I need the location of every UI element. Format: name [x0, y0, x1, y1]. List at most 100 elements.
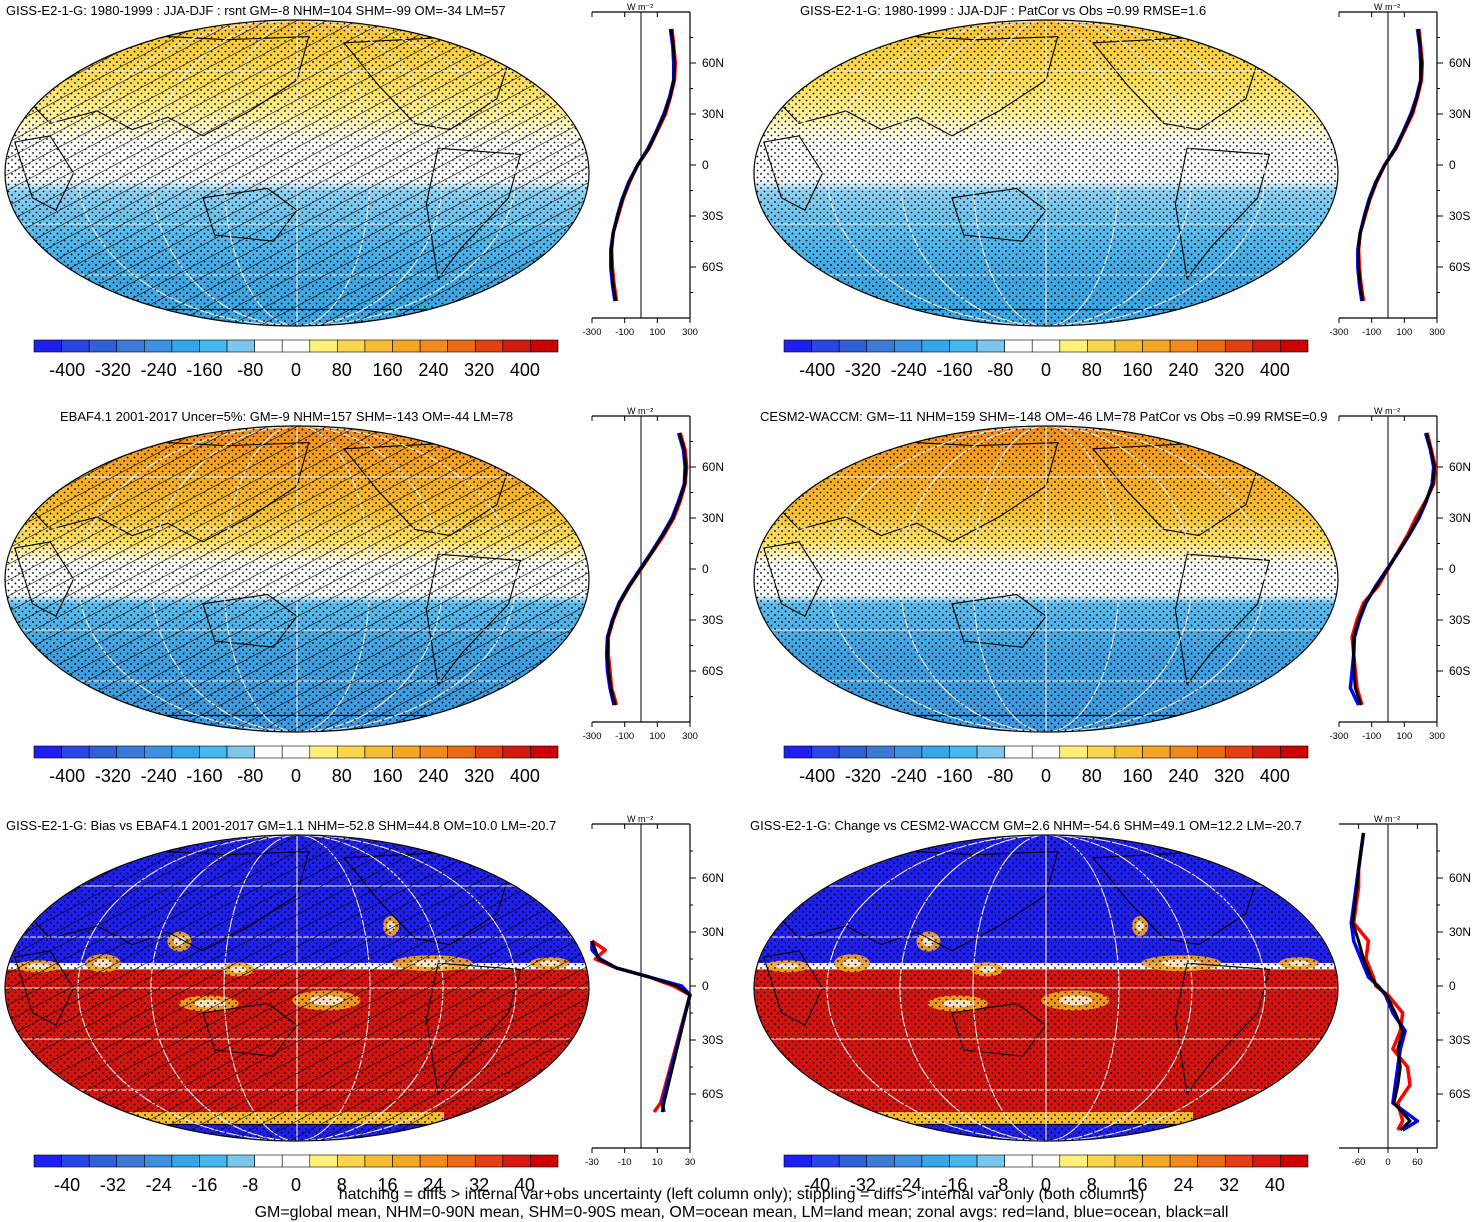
colorbar-swatch — [309, 745, 338, 759]
colorbar-swatch — [419, 745, 448, 759]
colorbar-label: 80 — [1082, 360, 1102, 380]
colorbar-swatch — [1059, 339, 1088, 353]
colorbar-swatch — [1087, 339, 1116, 353]
zonal-lat-label: 60S — [702, 1087, 723, 1101]
colorbar-swatch — [171, 1154, 200, 1168]
zonal-plot-2: W m⁻² -300 -100 100 300 60N 30N 0 30S 60S — [1329, 2, 1471, 338]
zonal-series-all — [1351, 832, 1412, 1132]
colorbar-swatch — [254, 745, 283, 759]
zonal-x-tick-label: -60 — [1352, 1157, 1366, 1168]
zonal-series-all — [1356, 28, 1423, 302]
colorbar-swatch — [61, 1154, 90, 1168]
colorbar-swatch — [281, 1154, 311, 1168]
colorbar-label: -240 — [891, 766, 927, 786]
zonal-x-tick-label: -100 — [615, 731, 634, 742]
zonal-x-tick-label: -100 — [1362, 327, 1381, 338]
zonal-unit-label: W m⁻² — [1374, 814, 1400, 824]
colorbar-swatch — [1169, 1154, 1198, 1168]
colorbar-swatch — [530, 745, 559, 759]
colorbar-label: 400 — [510, 766, 540, 786]
zonal-x-tick-label: -30 — [585, 1157, 599, 1168]
colorbar-swatch — [921, 745, 950, 759]
colorbar-swatch — [419, 1154, 448, 1168]
colorbar-label: -240 — [141, 766, 177, 786]
colorbar-swatch — [392, 1154, 421, 1168]
colorbar-label: -160 — [186, 766, 222, 786]
zonal-lat-label: 60N — [1449, 871, 1471, 885]
panel-title-1: GISS-E2-1-G: 1980-1999 : JJA-DJF : rsnt … — [6, 3, 506, 18]
zonal-lat-label: 0 — [1449, 979, 1456, 993]
colorbar-swatch — [364, 339, 393, 353]
colorbar-swatch — [976, 339, 1005, 353]
colorbar-6: -40 -32 -24 -16 -8 0 8 16 24 32 40 — [783, 1154, 1309, 1195]
panel-title-4: CESM2-WACCM: GM=-11 NHM=159 SHM=-148 OM=… — [760, 409, 1328, 424]
zonal-x-tick-label: -100 — [615, 327, 634, 338]
colorbar-swatch — [364, 1154, 393, 1168]
colorbar-label: 0 — [291, 360, 301, 380]
colorbar-label: 160 — [373, 360, 403, 380]
zonal-lat-label: 30N — [702, 107, 724, 121]
map-border — [4, 834, 590, 1142]
colorbar-swatch — [1114, 745, 1143, 759]
zonal-lat-label: 30N — [1449, 925, 1471, 939]
colorbar-label: 0 — [291, 766, 301, 786]
colorbar-label: -400 — [49, 766, 85, 786]
colorbar-label: 80 — [1082, 766, 1102, 786]
map-border — [753, 19, 1339, 327]
colorbar-label: -40 — [804, 1175, 830, 1195]
colorbar-swatch — [866, 745, 895, 759]
colorbar-label: 40 — [1265, 1175, 1285, 1195]
colorbar-swatch — [502, 1154, 531, 1168]
colorbar-label: -320 — [95, 360, 131, 380]
panel-title-3: EBAF4.1 2001-2017 Uncer=5%: GM=-9 NHM=15… — [60, 409, 514, 424]
map-4 — [753, 425, 1339, 733]
zonal-unit-label: W m⁻² — [627, 2, 653, 12]
colorbar-swatch — [144, 339, 173, 353]
colorbar-swatch — [976, 1154, 1005, 1168]
colorbar-label: 8 — [337, 1175, 347, 1195]
colorbar-swatch — [61, 745, 90, 759]
colorbar-5: -40 -32 -24 -16 -8 0 8 16 24 32 40 — [33, 1154, 559, 1195]
colorbar-swatch — [337, 339, 366, 353]
colorbar-swatch — [88, 745, 118, 759]
colorbar-label: 160 — [1123, 360, 1153, 380]
colorbar-swatch — [1059, 745, 1088, 759]
colorbar-swatch — [1087, 745, 1116, 759]
zonal-lat-label: 60N — [702, 460, 724, 474]
zonal-x-tick-label: -100 — [1362, 731, 1381, 742]
colorbar-swatch — [171, 339, 200, 353]
colorbar-label: -400 — [799, 360, 835, 380]
colorbar-swatch — [838, 745, 868, 759]
colorbar-label: -320 — [95, 766, 131, 786]
colorbar-swatch — [33, 745, 62, 759]
map-6 — [753, 834, 1339, 1142]
colorbar-label: 400 — [1260, 766, 1290, 786]
colorbar-label: 400 — [1260, 360, 1290, 380]
zonal-series-land — [1350, 432, 1438, 706]
colorbar-swatch — [226, 745, 255, 759]
colorbar-label: 8 — [1087, 1175, 1097, 1195]
colorbar-swatch — [949, 1154, 978, 1168]
colorbar-label: -80 — [987, 766, 1013, 786]
colorbar-swatch — [530, 1154, 559, 1168]
colorbar-swatch — [1280, 339, 1309, 353]
map-border — [753, 834, 1339, 1142]
colorbar-label: -240 — [891, 360, 927, 380]
zonal-series-all — [609, 28, 676, 302]
colorbar-swatch — [1142, 339, 1171, 353]
colorbar-label: 160 — [1123, 766, 1153, 786]
colorbar-label: 0 — [1041, 766, 1051, 786]
colorbar-label: -80 — [237, 360, 263, 380]
colorbar-swatch — [199, 1154, 228, 1168]
colorbar-swatch — [1114, 1154, 1143, 1168]
colorbar-swatch — [783, 1154, 812, 1168]
colorbar-label: -16 — [191, 1175, 217, 1195]
zonal-x-tick-label: 100 — [1396, 327, 1412, 338]
colorbar-swatch — [447, 1154, 476, 1168]
colorbar-swatch — [116, 1154, 145, 1168]
zonal-lat-label: 60N — [702, 871, 724, 885]
colorbar-swatch — [502, 339, 531, 353]
colorbar-label: 0 — [291, 1175, 301, 1195]
zonal-x-tick-label: 300 — [1429, 731, 1445, 742]
zonal-plot-4: W m⁻² -300 -100 100 300 60N 30N 0 30S 60S — [1329, 406, 1471, 742]
